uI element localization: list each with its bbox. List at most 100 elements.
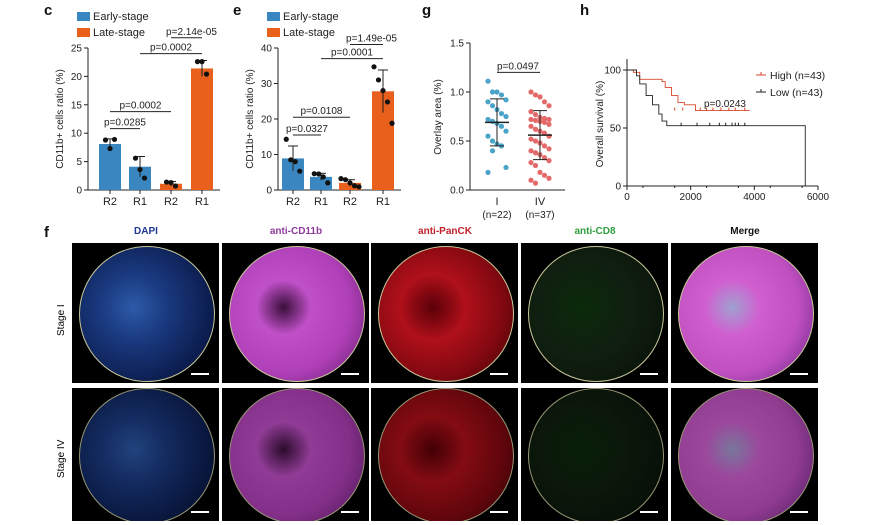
data-point: [384, 99, 391, 105]
data-point: [199, 59, 205, 65]
data-point: [163, 179, 170, 185]
p-value-label: p=2.14e-05: [166, 27, 217, 38]
tissue-core: [377, 388, 514, 521]
data-point: [288, 157, 294, 163]
y-tick-label: 0.0: [450, 186, 464, 197]
data-point: [532, 111, 539, 118]
scale-bar: [341, 373, 359, 375]
row-label: Stage I: [56, 304, 67, 336]
scale-bar: [490, 373, 508, 375]
tissue-core: [78, 388, 215, 521]
data-point: [347, 180, 353, 186]
data-point: [292, 159, 298, 165]
y-tick-label: 40: [261, 44, 273, 55]
p-value-label: p=0.0327: [286, 124, 328, 135]
microscopy-image: [671, 388, 818, 521]
bar: [191, 68, 213, 190]
column-title: anti-CD8: [574, 226, 616, 237]
legend-swatch-late: [77, 28, 90, 37]
data-point: [311, 171, 317, 177]
microscopy-image: [521, 388, 668, 521]
bar: [310, 176, 332, 190]
scale-bar: [790, 511, 808, 513]
data-point: [489, 148, 496, 154]
column-title: Merge: [730, 226, 760, 237]
data-point: [541, 99, 548, 105]
data-point: [537, 169, 543, 175]
data-point: [546, 133, 552, 139]
data-point: [283, 136, 289, 142]
y-tick-label: 10: [261, 150, 273, 161]
microscopy-image: [371, 243, 518, 383]
x-tick-label: IV: [535, 196, 546, 208]
data-point: [528, 109, 534, 115]
data-point: [528, 148, 534, 154]
data-point: [532, 117, 539, 124]
p-value-label: p=0.0108: [301, 106, 343, 117]
data-point: [541, 172, 548, 178]
data-point: [371, 64, 377, 70]
data-point: [532, 138, 539, 144]
data-point: [356, 184, 362, 190]
p-value-label: p=0.0243: [704, 99, 746, 110]
data-point: [102, 137, 109, 143]
data-point: [172, 183, 179, 189]
data-point: [380, 88, 386, 94]
y-tick-label: 5: [76, 157, 82, 168]
data-point: [485, 78, 491, 84]
legend-label: Late-stage: [93, 27, 145, 39]
x-tick-label: 6000: [807, 192, 830, 203]
data-point: [485, 169, 491, 175]
p-value-label: p=0.0001: [331, 48, 373, 59]
data-point: [528, 116, 534, 123]
x-tick-label: R1: [195, 196, 209, 208]
p-value-label: p=0.0002: [120, 101, 162, 112]
x-tick-label: R1: [314, 196, 328, 208]
y-axis-label: CD11b+ cells ratio (%): [55, 69, 66, 169]
bar: [282, 158, 304, 190]
y-tick-label: 20: [71, 72, 83, 83]
microscopy-image: [671, 243, 818, 383]
data-point: [528, 123, 534, 129]
data-point: [375, 77, 382, 83]
data-point: [546, 146, 552, 152]
microscopy-image: [222, 243, 369, 383]
data-point: [541, 155, 548, 161]
data-point: [351, 183, 358, 189]
scale-bar: [341, 511, 359, 513]
data-point: [137, 166, 143, 173]
data-point: [297, 168, 303, 174]
panel-label-c: c: [44, 2, 53, 19]
data-point: [528, 177, 534, 183]
y-tick-label: 1.5: [450, 39, 464, 50]
microscopy-image: [72, 388, 219, 521]
data-point: [316, 171, 322, 177]
data-point: [546, 121, 552, 127]
data-point: [389, 120, 395, 126]
y-tick-label: 10: [71, 129, 83, 140]
p-value-label: p=1.49e-05: [346, 33, 397, 44]
y-tick-label: 0: [266, 186, 272, 197]
y-tick-label: 50: [610, 124, 622, 135]
bar: [160, 183, 182, 190]
group-count-label: (n=37): [525, 210, 554, 221]
data-point: [485, 99, 491, 105]
bar: [339, 182, 361, 190]
legend-label: High (n=43): [770, 70, 825, 82]
y-tick-label: 30: [261, 79, 273, 90]
scale-bar: [490, 511, 508, 513]
data-point: [203, 71, 210, 77]
panel-label-e: e: [233, 2, 242, 19]
data-point: [498, 92, 505, 98]
y-tick-label: 1.0: [450, 88, 464, 99]
tissue-core: [228, 388, 365, 521]
y-tick-label: 0.5: [450, 137, 464, 148]
row-label: Stage IV: [56, 439, 67, 478]
x-tick-label: R1: [133, 196, 147, 208]
x-tick-label: 0: [624, 192, 630, 203]
tissue-core: [78, 246, 215, 382]
data-point: [485, 116, 491, 123]
data-point: [528, 89, 534, 95]
data-point: [338, 176, 344, 182]
tissue-core: [228, 246, 365, 382]
